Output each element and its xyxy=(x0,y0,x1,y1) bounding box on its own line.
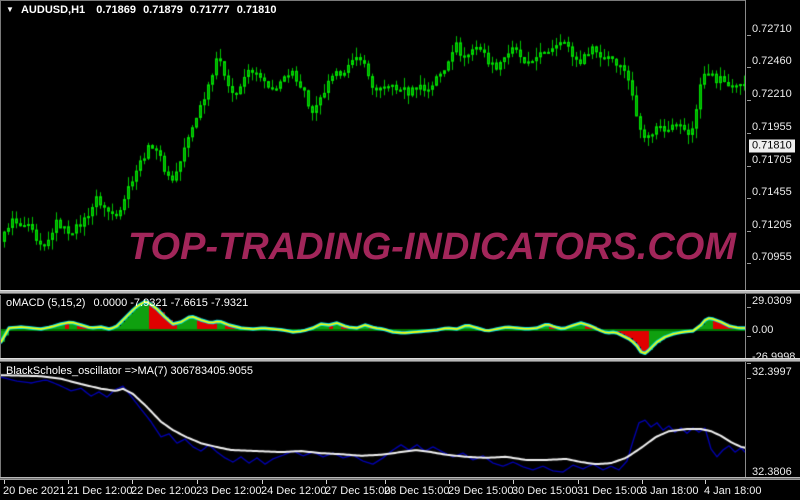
main-chart-panel: ▼ AUDUSD,H1 0.71869 0.71879 0.71777 0.71… xyxy=(0,0,800,291)
price-tick-mark xyxy=(747,99,751,101)
price-tick-mark xyxy=(747,34,751,36)
time-tick-mark xyxy=(326,480,327,484)
time-tick-label: 31 Dec 15:00 xyxy=(577,485,643,497)
macd-tick-label: 29.0309 xyxy=(747,295,792,308)
macd-tick-label: 0.00 xyxy=(747,324,773,337)
symbol-timeframe-label: AUDUSD,H1 xyxy=(20,4,86,16)
time-tick-label: 4 Jan 18:00 xyxy=(704,485,762,497)
watermark-text: TOP-TRADING-INDICATORS.COM xyxy=(128,226,736,268)
price-tick-mark xyxy=(747,67,751,69)
time-tick-label: 23 Dec 12:00 xyxy=(196,485,262,497)
macd-histogram-canvas[interactable] xyxy=(1,295,746,358)
blackscholes-label: BlackScholes_oscillator =>MA(7) 30678340… xyxy=(6,365,253,377)
time-tick-label: 27 Dec 15:00 xyxy=(325,485,391,497)
time-tick-label: 21 Dec 12:00 xyxy=(67,485,133,497)
current-price-box: 0.71810 xyxy=(748,138,796,154)
macd-tick-mark xyxy=(747,336,751,337)
time-tick-mark xyxy=(642,480,643,484)
time-tick-mark xyxy=(132,480,133,484)
ohlc-open: 0.71869 xyxy=(96,4,136,16)
time-tick-mark xyxy=(385,480,386,484)
macd-values: 0.0000 -7.9321 -7.6615 -7.9321 xyxy=(93,297,249,309)
blackscholes-title: BlackScholes_oscillator =>MA(7) 30678340… xyxy=(6,365,254,377)
time-tick-mark xyxy=(68,480,69,484)
time-tick-label: 24 Dec 12:00 xyxy=(261,485,327,497)
price-tick-mark xyxy=(747,263,751,265)
time-tick-label: 20 Dec 2021 xyxy=(3,485,66,497)
time-tick-label: 28 Dec 15:00 xyxy=(384,485,450,497)
panel-splitter-3[interactable] xyxy=(0,477,800,479)
price-tick-label: 0.71955 xyxy=(747,121,792,135)
time-tick-mark xyxy=(197,480,198,484)
blackscholes-tick-mark xyxy=(747,378,751,379)
time-tick-mark xyxy=(578,480,579,484)
blackscholes-oscillator-canvas[interactable] xyxy=(1,363,746,477)
price-tick-label: 0.72710 xyxy=(747,23,792,36)
macd-label: oMACD (5,15,2) 0.0000 -7.9321 -7.6615 -7… xyxy=(6,297,248,309)
time-tick-label: 30 Dec 15:00 xyxy=(512,485,578,497)
blackscholes-tick-label: 32.3997 xyxy=(747,366,792,379)
macd-title: oMACD (5,15,2) xyxy=(6,297,86,309)
time-axis[interactable]: 20 Dec 2021 21 Dec 12:00 22 Dec 12:00 23 De… xyxy=(0,479,800,500)
panel-splitter-1[interactable] xyxy=(0,290,800,294)
price-tick-mark xyxy=(747,230,751,232)
time-tick-mark xyxy=(262,480,263,484)
price-tick-label: 0.71705 xyxy=(747,154,792,167)
ohlc-high: 0.71879 xyxy=(143,4,183,16)
price-tick-label: 0.71205 xyxy=(747,219,792,232)
time-tick-label: 3 Jan 18:00 xyxy=(641,485,699,497)
macd-indicator-panel: oMACD (5,15,2) 0.0000 -7.9321 -7.6615 -7… xyxy=(0,295,800,358)
candlestick-chart-canvas[interactable] xyxy=(1,1,746,291)
price-tick-mark xyxy=(747,133,751,135)
time-tick-mark xyxy=(513,480,514,484)
macd-tick-mark xyxy=(747,362,751,364)
time-tick-mark xyxy=(705,480,706,484)
price-axis[interactable]: 0.72710 0.72460 0.72210 0.71955 0.71705 0.714… xyxy=(746,0,800,480)
price-axis-border xyxy=(745,0,746,480)
blackscholes-indicator-panel: BlackScholes_oscillator =>MA(7) 30678340… xyxy=(0,363,800,477)
ohlc-low: 0.71777 xyxy=(189,4,230,16)
symbol-info-bar: ▼ AUDUSD,H1 0.71869 0.71879 0.71777 0.71… xyxy=(6,4,276,16)
time-tick-mark xyxy=(4,480,5,484)
price-tick-label: 0.72210 xyxy=(747,88,792,101)
time-tick-label: 22 Dec 12:00 xyxy=(131,485,197,497)
time-tick-label: 29 Dec 15:00 xyxy=(448,485,514,497)
macd-tick-mark xyxy=(747,306,751,308)
price-tick-mark xyxy=(747,165,751,167)
ohlc-close: 0.71810 xyxy=(236,4,277,16)
price-tick-mark xyxy=(747,198,751,200)
symbol-dropdown-icon[interactable]: ▼ xyxy=(6,5,14,14)
price-tick-label: 0.71455 xyxy=(747,186,792,200)
price-tick-label: 0.72460 xyxy=(747,55,792,69)
time-tick-mark xyxy=(449,480,450,484)
panel-splitter-2[interactable] xyxy=(0,358,800,362)
price-tick-label: 0.70955 xyxy=(747,251,792,265)
